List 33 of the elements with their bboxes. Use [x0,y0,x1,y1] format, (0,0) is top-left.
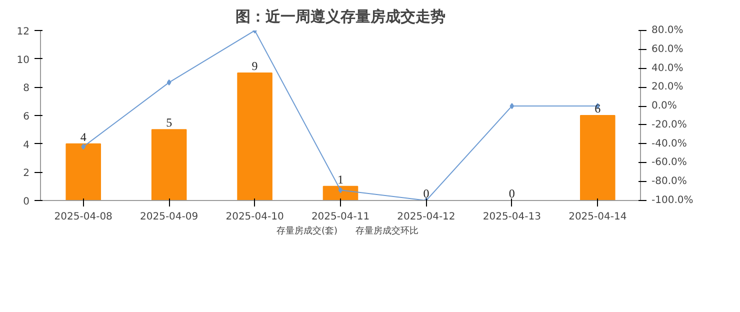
x-tick-label: 2025-04-10 [226,212,284,222]
y-tick-label: 0 [23,196,30,208]
x-tick-label: 2025-04-08 [54,212,112,222]
y-tick-label: 2 [23,168,30,180]
y-tick-label: 6 [23,112,30,122]
x-tick-label: 2025-04-12 [397,212,456,222]
text: 存量房成交环比 [356,225,419,238]
y2-tick-label: 80.0% [652,25,684,36]
text: 存量房成交(套) [276,225,338,238]
y2-tick-label: 60.0% [652,44,684,55]
y2-tick-label: -80.0% [652,176,687,188]
y2-tick-label: -20.0% [652,119,687,130]
y2-tick-label: 40.0% [652,62,684,74]
data-label: 1 [338,172,344,186]
y2-tick-label: 0.0% [652,100,677,112]
y2-tick-label: -100.0% [652,195,694,206]
data-label: 0 [508,186,515,200]
x-tick-label: 2025-04-11 [311,212,370,222]
data-label: 9 [252,59,258,73]
x-tick-label: 2025-04-09 [140,212,198,222]
y-tick-label: 12 [16,26,30,38]
data-label: 5 [166,116,172,130]
data-label: 4 [80,130,86,144]
y-tick-label: 10 [16,54,30,66]
chart-title: 图：近一周遵义存量房成交走势 [236,8,446,26]
y2-tick-label: -60.0% [652,157,687,168]
y-tick-label: 8 [23,83,30,94]
y2-tick-label: 20.0% [652,82,684,93]
x-tick-label: 2025-04-14 [568,212,627,222]
x-tick-label: 2025-04-13 [482,212,541,222]
data-label: 0 [423,186,430,200]
y-tick-label: 4 [23,140,30,151]
y2-tick-label: -40.0% [652,138,687,150]
